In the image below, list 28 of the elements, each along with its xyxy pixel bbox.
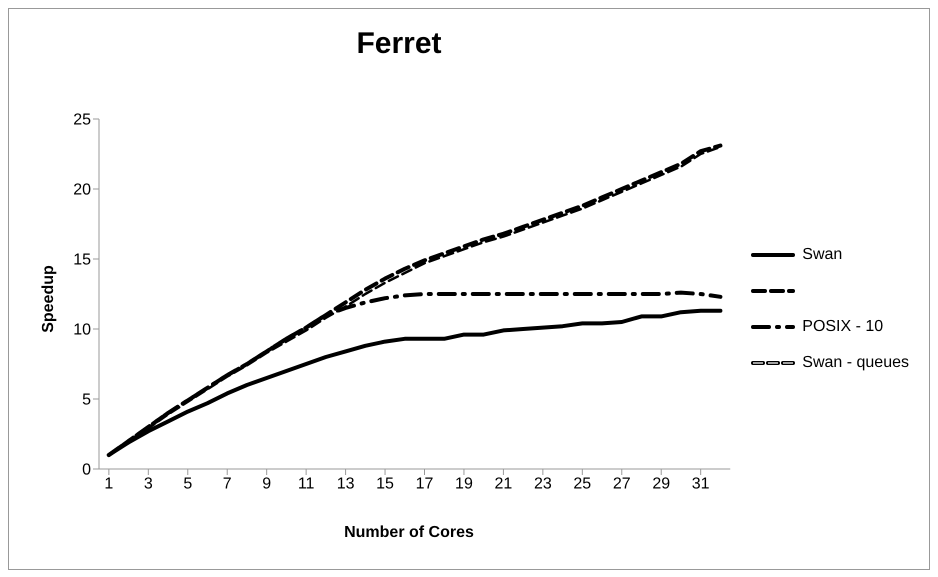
x-tick-label: 15 (376, 475, 394, 492)
x-tick-label: 1 (104, 475, 114, 492)
x-tick-label: 13 (336, 475, 355, 492)
y-tick-label: 10 (73, 322, 92, 339)
legend-label: POSIX - 10 (802, 318, 884, 336)
x-tick-label: 7 (222, 475, 232, 492)
x-axis-title: Number of Cores (343, 524, 475, 542)
y-tick-label: 5 (82, 392, 92, 409)
y-tick-label: 15 (73, 252, 92, 269)
x-tick-label: 31 (692, 475, 710, 492)
y-tick-label: 25 (73, 112, 92, 129)
x-tick-label: 3 (144, 475, 153, 492)
y-tick-label: 20 (73, 182, 92, 199)
x-tick-label: 27 (612, 475, 631, 492)
x-tick-label: 11 (298, 475, 315, 492)
x-tick-label: 29 (652, 475, 670, 492)
x-tick-label: 21 (494, 475, 512, 492)
chart-title: Ferret (355, 27, 443, 61)
y-tick-label: 0 (82, 462, 92, 479)
legend-label: Swan - queues (802, 354, 909, 372)
x-tick-label: 23 (534, 475, 552, 492)
x-tick-label: 25 (573, 475, 592, 492)
x-tick-label: 19 (455, 475, 473, 492)
x-tick-label: 9 (262, 475, 272, 492)
x-tick-label: 5 (183, 475, 192, 492)
y-axis-title: Speedup (40, 265, 58, 333)
legend-label: Swan (802, 246, 842, 264)
x-tick-label: 17 (416, 475, 434, 492)
